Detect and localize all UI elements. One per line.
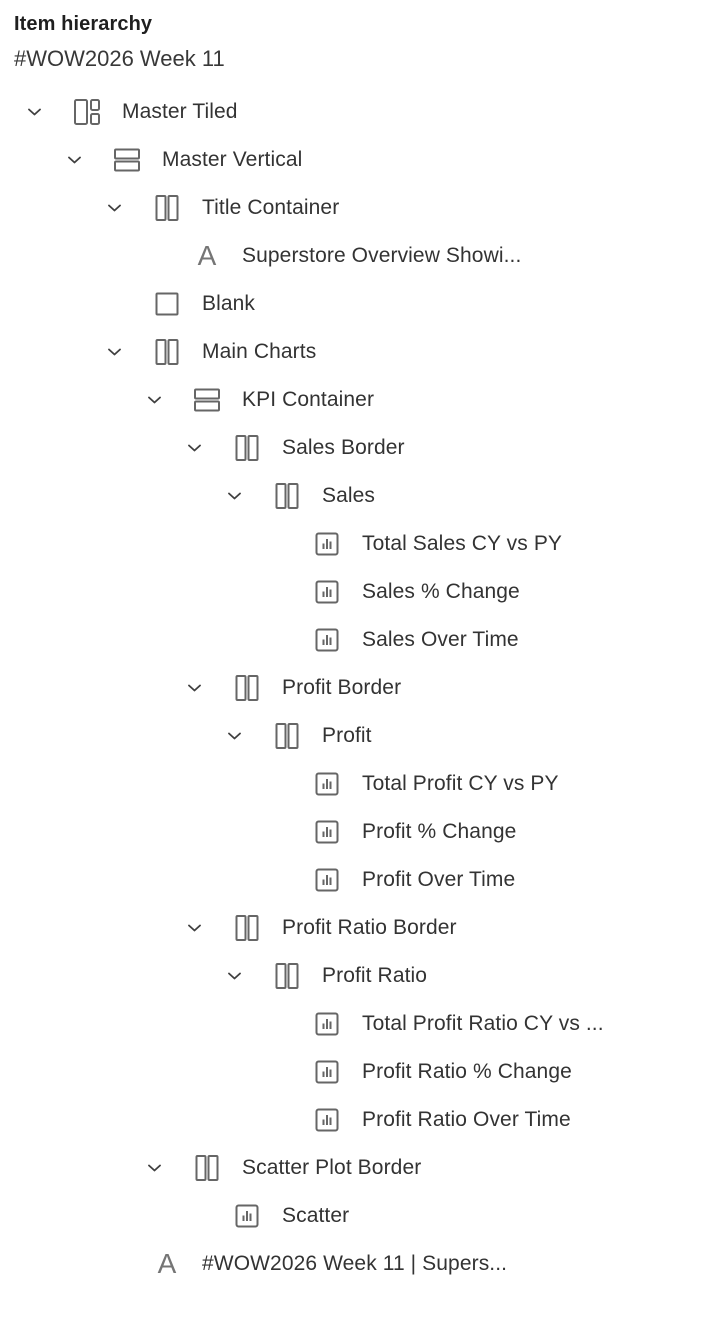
worksheet-chart-icon <box>234 1203 260 1229</box>
blank-icon <box>154 291 180 317</box>
tree-item-label: Title Container <box>202 196 340 219</box>
tree-item[interactable]: Total Sales CY vs PY <box>0 520 726 568</box>
worksheet-chart-icon <box>314 1059 340 1085</box>
tree-item-label: Master Tiled <box>122 100 238 123</box>
tree-item-label: Sales <box>322 484 376 507</box>
tree-item-label: Profit Ratio Over Time <box>362 1108 571 1131</box>
tree-item-label: Profit Over Time <box>362 868 516 891</box>
horizontal-container-icon <box>234 675 260 701</box>
tree-item-label: #WOW2026 Week 11 | Supers... <box>202 1252 508 1275</box>
tree-item[interactable]: KPI Container <box>0 376 726 424</box>
horizontal-container-icon <box>274 723 300 749</box>
chevron-down-icon[interactable] <box>100 184 128 232</box>
tree-item-label: Profit % Change <box>362 820 517 843</box>
tree-item-label: Sales Border <box>282 436 405 459</box>
tree-item-label: Profit Ratio % Change <box>362 1060 572 1083</box>
horizontal-container-icon <box>194 1155 220 1181</box>
chevron-down-icon[interactable] <box>220 472 248 520</box>
tree-item-label: Total Profit CY vs PY <box>362 772 559 795</box>
tree-item[interactable]: Profit Border <box>0 664 726 712</box>
tree-item[interactable]: Profit Ratio <box>0 952 726 1000</box>
tiled-layout-icon <box>74 99 100 125</box>
vertical-container-icon <box>194 387 220 413</box>
text-object-icon: A <box>197 240 217 271</box>
tree-item-label: Profit Ratio Border <box>282 916 457 939</box>
text-object-icon: A <box>157 1248 177 1279</box>
tree-item[interactable]: Sales Over Time <box>0 616 726 664</box>
tree-item-label: Profit <box>322 724 372 747</box>
tree-item-label: Main Charts <box>202 340 317 363</box>
tree-item[interactable]: Total Profit Ratio CY vs ... <box>0 1000 726 1048</box>
chevron-down-icon[interactable] <box>220 712 248 760</box>
tree-item[interactable]: Sales % Change <box>0 568 726 616</box>
panel-title: Item hierarchy <box>14 13 153 35</box>
chevron-down-icon[interactable] <box>60 136 88 184</box>
tree-item-label: Master Vertical <box>162 148 303 171</box>
chevron-down-icon[interactable] <box>180 904 208 952</box>
horizontal-container-icon <box>234 435 260 461</box>
tree-item-label: Blank <box>202 292 256 315</box>
tree-item[interactable]: Main Charts <box>0 328 726 376</box>
worksheet-chart-icon <box>314 531 340 557</box>
chevron-down-icon[interactable] <box>140 376 168 424</box>
tree-item-label: Scatter <box>282 1204 350 1227</box>
tree-item[interactable]: Profit % Change <box>0 808 726 856</box>
tree-item[interactable]: Scatter Plot Border <box>0 1144 726 1192</box>
tree-item-label: Superstore Overview Showi... <box>242 244 522 267</box>
worksheet-chart-icon <box>314 627 340 653</box>
worksheet-chart-icon <box>314 771 340 797</box>
tree-item[interactable]: Sales <box>0 472 726 520</box>
tree-item-label: Sales % Change <box>362 580 520 603</box>
horizontal-container-icon <box>154 339 180 365</box>
tree-item-label: Sales Over Time <box>362 628 519 651</box>
chevron-down-icon[interactable] <box>100 328 128 376</box>
tree-item[interactable]: Profit Ratio % Change <box>0 1048 726 1096</box>
tree-item[interactable]: Profit Ratio Border <box>0 904 726 952</box>
horizontal-container-icon <box>274 963 300 989</box>
tree-item-label: Scatter Plot Border <box>242 1156 422 1179</box>
tree-item[interactable]: Profit <box>0 712 726 760</box>
tree-item-label: Total Sales CY vs PY <box>362 532 563 555</box>
horizontal-container-icon <box>234 915 260 941</box>
chevron-down-icon[interactable] <box>180 424 208 472</box>
dashboard-name: #WOW2026 Week 11 <box>14 46 225 71</box>
worksheet-chart-icon <box>314 579 340 605</box>
worksheet-chart-icon <box>314 867 340 893</box>
tree-item[interactable]: Profit Ratio Over Time <box>0 1096 726 1144</box>
item-hierarchy-tree: Master Tiled Master Vertical Title Conta… <box>0 88 726 1288</box>
horizontal-container-icon <box>154 195 180 221</box>
tree-item[interactable]: Profit Over Time <box>0 856 726 904</box>
tree-item-label: Profit Border <box>282 676 402 699</box>
tree-item-label: Total Profit Ratio CY vs ... <box>362 1012 604 1035</box>
worksheet-chart-icon <box>314 1107 340 1133</box>
tree-item[interactable]: Title Container <box>0 184 726 232</box>
worksheet-chart-icon <box>314 819 340 845</box>
tree-item[interactable]: Sales Border <box>0 424 726 472</box>
tree-item[interactable]: Blank <box>0 280 726 328</box>
tree-item-label: Profit Ratio <box>322 964 428 987</box>
chevron-down-icon[interactable] <box>20 88 48 136</box>
tree-item[interactable]: Master Vertical <box>0 136 726 184</box>
worksheet-chart-icon <box>314 1011 340 1037</box>
tree-item[interactable]: A Superstore Overview Showi... <box>0 232 726 280</box>
vertical-container-icon <box>114 147 140 173</box>
horizontal-container-icon <box>274 483 300 509</box>
chevron-down-icon[interactable] <box>180 664 208 712</box>
tree-item[interactable]: A #WOW2026 Week 11 | Supers... <box>0 1240 726 1288</box>
tree-item-label: KPI Container <box>242 388 375 411</box>
tree-item[interactable]: Scatter <box>0 1192 726 1240</box>
tree-item[interactable]: Total Profit CY vs PY <box>0 760 726 808</box>
tree-item[interactable]: Master Tiled <box>0 88 726 136</box>
chevron-down-icon[interactable] <box>140 1144 168 1192</box>
chevron-down-icon[interactable] <box>220 952 248 1000</box>
